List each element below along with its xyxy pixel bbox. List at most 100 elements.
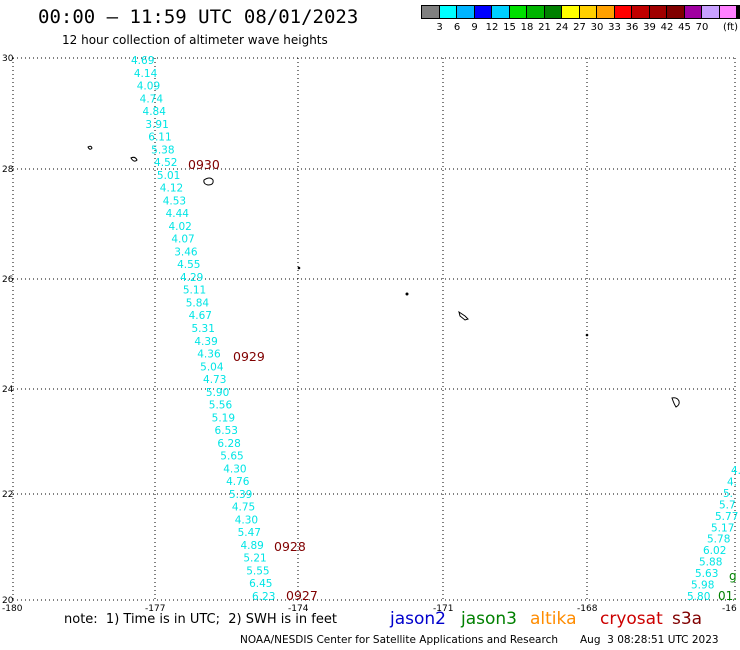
swh-value: 4.52 xyxy=(154,157,177,169)
swh-value: 3.46 xyxy=(174,246,198,258)
legend-cryosat: cryosat xyxy=(600,609,663,629)
swh-value: 5.98 xyxy=(691,580,714,592)
swh-value: 5.11 xyxy=(183,285,206,297)
swh-value: 4.07 xyxy=(171,234,194,246)
colorbar-tick: 39 xyxy=(643,22,656,33)
swh-value: 4.84 xyxy=(143,106,167,118)
swh-value: 5.63 xyxy=(695,568,718,580)
swh-value: 5.56 xyxy=(209,400,233,412)
colorbar-tick: 45 xyxy=(678,22,691,33)
swh-value: 4.53 xyxy=(163,195,186,207)
swh-value: 6.28 xyxy=(217,438,240,450)
swh-value: 6.53 xyxy=(215,425,238,437)
colorbar-tick: 24 xyxy=(555,22,569,33)
swh-value: 5.7 xyxy=(719,499,736,511)
lon-tick-label: -168 xyxy=(577,604,598,614)
swh-value: 5.88 xyxy=(699,557,722,569)
colorbar-tick: 27 xyxy=(573,22,586,33)
swh-value: 4.74 xyxy=(140,93,164,105)
east-tail-label: 01. xyxy=(718,589,737,603)
swh-value: 5.90 xyxy=(206,387,229,399)
swh-value: 5.84 xyxy=(186,297,210,309)
swh-value: 5.01 xyxy=(157,170,180,182)
swh-value: 4.44 xyxy=(166,208,190,220)
island-e xyxy=(671,397,680,408)
swh-value: 5.47 xyxy=(238,527,261,539)
legend-jason3: jason3 xyxy=(461,609,517,629)
map-subtitle: 12 hour collection of altimeter wave hei… xyxy=(62,33,328,47)
swh-value: 5.78 xyxy=(707,534,730,546)
swh-value: 5.55 xyxy=(246,565,269,577)
swh-value: 4.55 xyxy=(177,259,200,271)
swh-value: 4.02 xyxy=(168,221,191,233)
swh-value: 5.31 xyxy=(192,323,215,335)
swh-value: 4.75 xyxy=(232,502,255,514)
swh-value: 4. xyxy=(731,465,740,477)
swh-value: 4.73 xyxy=(203,374,226,386)
swh-value: 4.69 xyxy=(131,55,154,67)
colorbar-swatch xyxy=(736,5,740,19)
map-grid xyxy=(12,57,736,602)
swh-value: 5.17 xyxy=(711,522,734,534)
pass-time-label: 0928 xyxy=(274,539,306,554)
map-title: 00:00 – 11:59 UTC 08/01/2023 xyxy=(38,6,359,28)
swh-value: 4.30 xyxy=(235,514,258,526)
time-labels: 0930 0929 0928 0927 xyxy=(188,157,318,603)
lat-tick-label: 30 xyxy=(2,54,14,64)
satellite-pass-east: 4.4.5.5.75.775.175.786.025.885.635.985.8… xyxy=(687,465,740,603)
colorbar-tick: 3 xyxy=(436,22,443,33)
island-g xyxy=(297,266,301,270)
legend-s3a: s3a xyxy=(672,609,703,629)
colorbar-tick: 12 xyxy=(485,22,499,33)
swh-value: 4.09 xyxy=(137,81,160,93)
latitude-labels: 30 28 26 24 22 20 xyxy=(2,54,14,606)
island-b xyxy=(130,156,138,162)
colorbar-tick: 36 xyxy=(625,22,639,33)
colorbar-tick: 42 xyxy=(660,22,674,33)
credit-line: NOAA/NESDIS Center for Satellite Applica… xyxy=(240,634,558,646)
swh-value: 5. xyxy=(723,488,733,500)
colorbar-tick: 9 xyxy=(471,22,478,33)
legend-jason2: jason2 xyxy=(390,609,446,629)
lon-tick-label: -174 xyxy=(288,604,309,614)
swh-value: 6.45 xyxy=(249,578,272,590)
swh-value: 6.02 xyxy=(703,545,726,557)
colorbar-tick: 70 xyxy=(695,22,709,33)
lon-tick-label: -180 xyxy=(2,604,23,614)
swh-value: 6.11 xyxy=(148,132,171,144)
island-a xyxy=(87,145,93,150)
colorbar-tick: 33 xyxy=(608,22,621,33)
lon-tick-label: -16 xyxy=(722,604,737,614)
island-c xyxy=(203,177,214,186)
swh-value: 6.23 xyxy=(252,591,275,603)
pass-time-label: 0929 xyxy=(233,349,265,364)
colorbar-tick: 18 xyxy=(520,22,534,33)
swh-value: 4.67 xyxy=(189,310,212,322)
swh-value: 4.76 xyxy=(226,476,250,488)
swh-value: 5.80 xyxy=(687,591,710,603)
generation-timestamp: Aug 3 08:28:51 UTC 2023 xyxy=(580,634,719,646)
island-h xyxy=(585,333,589,337)
swh-value: 4.30 xyxy=(223,463,246,475)
swh-value: 4.39 xyxy=(194,336,217,348)
lat-tick-label: 20 xyxy=(2,596,14,606)
swh-value: 4.29 xyxy=(180,272,203,284)
colorbar-tick: 15 xyxy=(503,22,516,33)
island-f xyxy=(405,292,409,296)
swh-value: 4. xyxy=(727,476,737,488)
colorbar-tick: 6 xyxy=(453,22,461,33)
swh-value: 5.77 xyxy=(715,511,738,523)
swh-value: 4.89 xyxy=(240,540,263,552)
lon-tick-label: -171 xyxy=(433,604,453,614)
lat-tick-label: 26 xyxy=(2,275,14,285)
island-outlines xyxy=(87,145,680,408)
lat-tick-label: 28 xyxy=(2,165,14,175)
lon-tick-label: -177 xyxy=(145,604,165,614)
pass-time-label: 0930 xyxy=(188,157,220,172)
swh-value: 4.14 xyxy=(134,68,158,80)
swh-value: 5.19 xyxy=(212,412,235,424)
satellite-pass-west: 4.694.144.094.744.843.916.115.384.525.01… xyxy=(131,55,275,603)
legend-altika: altika xyxy=(530,609,577,629)
east-tail-label: g xyxy=(729,569,737,583)
